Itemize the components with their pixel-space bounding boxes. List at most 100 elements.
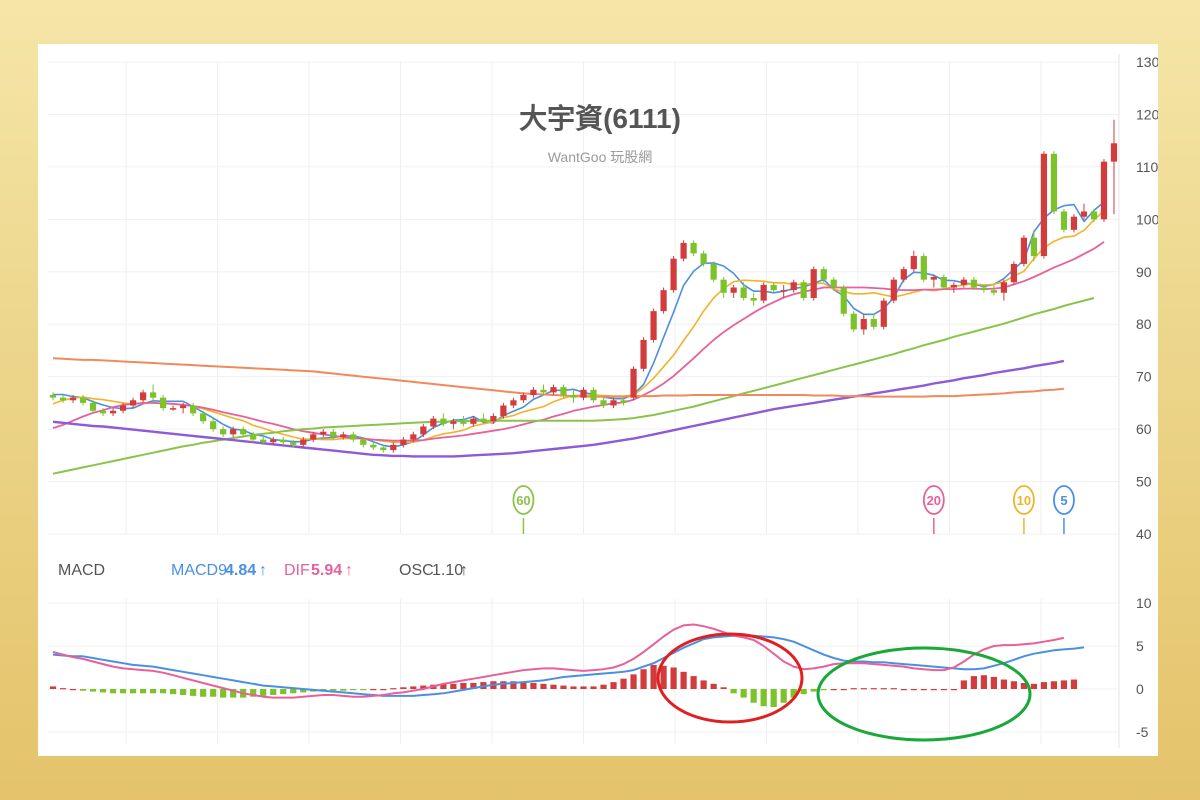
macd-tick-label: 0	[1136, 681, 1144, 697]
candle-body	[910, 256, 917, 270]
osc-bar	[810, 689, 817, 692]
dif-arrow: ↑	[345, 562, 353, 579]
candle-body	[920, 256, 927, 280]
candle-body	[210, 421, 217, 430]
candle-body	[490, 416, 497, 422]
osc-bar	[360, 689, 367, 691]
macd9-line	[52, 634, 1085, 697]
osc-bar	[79, 689, 87, 691]
osc-bar	[950, 689, 957, 691]
osc-bar	[89, 689, 97, 692]
candle-body	[820, 269, 827, 280]
candle-body	[570, 395, 577, 398]
candle-body	[770, 284, 777, 291]
candle-body	[760, 284, 767, 301]
osc-bar	[460, 682, 467, 689]
chart-panel: 大宇資(6111) WantGoo 玩股網 60 20 10 5 130 120 110 1…	[38, 44, 1158, 756]
osc-bar	[930, 689, 937, 691]
candle-body	[89, 402, 97, 411]
ma120-line	[52, 359, 1065, 458]
osc-bar	[820, 689, 827, 691]
candle-body	[139, 392, 147, 401]
candle-body	[940, 277, 947, 288]
candle-body	[1040, 153, 1048, 257]
candle-body	[650, 311, 657, 340]
osc-bar	[570, 686, 577, 689]
osc-bar	[1020, 682, 1028, 689]
osc-bar	[630, 674, 637, 689]
osc-bar	[880, 688, 887, 690]
candle-body	[530, 389, 537, 396]
macd-tick-label: -5	[1136, 724, 1149, 740]
candle-body	[730, 287, 737, 293]
ma240-line	[52, 357, 1065, 398]
candle-body	[230, 429, 237, 435]
candle-body	[200, 413, 207, 422]
candle-body	[190, 405, 197, 414]
osc-bar	[250, 689, 257, 697]
osc-bar	[440, 683, 447, 689]
candle-body	[1030, 237, 1038, 257]
candle-body	[620, 400, 627, 403]
dif-value: 5.94	[311, 562, 342, 579]
candle-body	[1010, 263, 1018, 283]
osc-bar	[530, 682, 537, 689]
candle-body	[170, 408, 177, 410]
candle-body	[680, 242, 687, 259]
period-marker-label: 5	[1060, 493, 1067, 508]
candle-body	[1020, 237, 1028, 264]
osc-bar	[860, 688, 867, 690]
osc-bar	[670, 667, 677, 689]
osc-bar	[230, 689, 237, 698]
price-tick-label: 80	[1136, 316, 1152, 332]
candle-body	[1050, 153, 1058, 212]
chart-subtitle: WantGoo 玩股網	[548, 149, 653, 165]
candle-body	[520, 395, 527, 401]
osc-bar	[1070, 679, 1078, 689]
osc-bar	[750, 689, 757, 703]
osc-bar	[850, 688, 857, 690]
osc-bar	[560, 685, 567, 689]
osc-bar	[890, 688, 897, 690]
candle-body	[960, 279, 967, 285]
macd-tick-label: 10	[1136, 595, 1152, 611]
osc-bar	[69, 689, 77, 691]
osc-bar	[1010, 681, 1018, 689]
candle-body	[360, 439, 367, 445]
period-marker-label: 60	[516, 493, 530, 508]
osc-bar	[830, 689, 837, 691]
osc-bar	[470, 682, 477, 689]
osc-bar	[99, 689, 107, 693]
candle-body	[670, 258, 677, 291]
osc-bar	[900, 689, 907, 691]
osc-label: OSC	[399, 562, 434, 579]
candle-body	[320, 431, 327, 435]
osc-bar	[640, 669, 647, 689]
candle-body	[1080, 211, 1088, 217]
osc-bar	[180, 689, 187, 696]
osc-bar	[200, 689, 207, 697]
candle-body	[630, 368, 637, 398]
osc-bar	[580, 686, 587, 689]
osc-bar	[300, 689, 307, 693]
candle-body	[300, 439, 307, 445]
period-marker-badge	[1013, 485, 1035, 515]
candle-body	[1110, 143, 1118, 162]
candle-body	[510, 400, 517, 406]
candle-body	[440, 418, 447, 424]
osc-bar	[780, 689, 787, 703]
osc-bar	[510, 681, 517, 689]
candle-body	[890, 279, 897, 301]
osc-bar	[119, 689, 127, 694]
osc-bar	[720, 687, 727, 689]
candle-body	[1090, 211, 1098, 220]
osc-bar	[910, 689, 917, 691]
candle-body	[580, 389, 587, 398]
macd9-arrow: ↑	[259, 562, 267, 579]
osc-bar	[420, 685, 427, 689]
osc-bar	[380, 689, 387, 691]
osc-bar	[550, 684, 557, 689]
osc-bar	[940, 689, 947, 691]
osc-bar	[730, 689, 737, 694]
osc-bar	[700, 680, 707, 689]
